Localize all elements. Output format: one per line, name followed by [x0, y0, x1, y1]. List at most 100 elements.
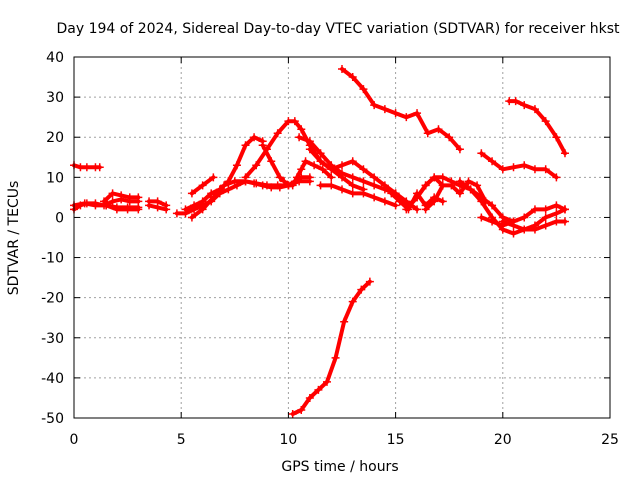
data-point: [95, 163, 104, 172]
data-point: [327, 173, 336, 182]
data-point: [402, 113, 411, 122]
data-point: [413, 109, 422, 118]
series-arc-17: [338, 65, 464, 154]
y-tick-label: -20: [41, 291, 64, 307]
data-point: [380, 105, 389, 114]
data-point: [220, 181, 229, 190]
data-point: [430, 173, 439, 182]
data-point: [520, 161, 529, 170]
data-point: [560, 149, 569, 158]
data-point: [387, 189, 396, 198]
data-point: [348, 297, 357, 306]
data-point: [430, 193, 439, 202]
data-point: [338, 161, 346, 170]
data-point: [391, 201, 400, 210]
data-point: [560, 217, 569, 226]
data-point: [455, 189, 464, 198]
data-point: [297, 165, 306, 174]
data-point: [125, 193, 134, 202]
data-point: [423, 129, 432, 138]
data-point: [250, 133, 259, 142]
data-point: [310, 161, 319, 170]
data-point: [288, 181, 297, 190]
data-point: [117, 191, 126, 200]
data-point: [305, 145, 314, 154]
series-layer: [70, 65, 569, 418]
data-point: [488, 157, 497, 166]
series-line: [340, 67, 462, 152]
data-point: [187, 189, 196, 198]
data-point: [520, 225, 529, 234]
data-point: [464, 177, 473, 186]
data-point: [305, 137, 314, 146]
data-point: [318, 165, 327, 174]
x-tick-label: 20: [494, 432, 512, 448]
data-point: [541, 165, 550, 174]
data-point: [511, 97, 520, 106]
data-point: [552, 133, 561, 142]
data-point: [509, 221, 518, 230]
data-point: [404, 205, 413, 214]
data-point: [80, 199, 89, 208]
data-point: [252, 161, 261, 170]
data-point: [530, 105, 539, 114]
data-point: [438, 173, 447, 182]
data-point: [134, 205, 143, 214]
data-point: [209, 193, 218, 202]
x-tick-label: 25: [601, 432, 619, 448]
data-point: [370, 181, 379, 190]
data-point: [370, 101, 379, 110]
data-point: [280, 177, 289, 186]
y-tick-label: 30: [46, 90, 64, 106]
y-tick-label: -10: [41, 251, 64, 267]
series-arc-07: [145, 201, 171, 214]
data-point: [477, 197, 486, 206]
data-point: [348, 173, 357, 182]
data-point: [102, 201, 111, 210]
data-point: [316, 149, 325, 158]
data-point: [108, 197, 117, 206]
x-axis-label: GPS time / hours: [281, 459, 398, 475]
data-point: [322, 377, 331, 386]
data-point: [252, 179, 261, 188]
series-arc-10: [187, 173, 218, 198]
data-point: [162, 205, 171, 214]
data-point: [541, 213, 550, 222]
data-point: [112, 205, 121, 214]
data-point: [365, 277, 374, 286]
data-point: [438, 181, 447, 190]
y-tick-label: 20: [46, 130, 64, 146]
data-point: [275, 173, 284, 182]
data-point: [473, 181, 482, 190]
data-point: [395, 197, 404, 206]
data-point: [331, 353, 340, 362]
data-point: [91, 201, 100, 210]
data-point: [447, 181, 456, 190]
data-point: [391, 109, 400, 118]
data-point: [541, 117, 550, 126]
series-arc-21: [387, 189, 447, 214]
data-point: [380, 197, 389, 206]
data-point: [209, 173, 218, 182]
data-point: [488, 201, 497, 210]
data-point: [108, 189, 117, 198]
data-point: [198, 181, 207, 190]
series-line: [104, 203, 141, 212]
tick-layer: 0 5 10 15 20 25 -50 -40 -30 -20 -10 0 10 20 30 40: [41, 50, 619, 448]
data-point: [198, 205, 207, 214]
data-point: [438, 197, 447, 206]
data-point: [82, 163, 91, 172]
data-point: [198, 197, 207, 206]
data-point: [520, 213, 529, 222]
data-point: [560, 205, 569, 214]
data-point: [230, 177, 239, 186]
data-point: [123, 205, 132, 214]
data-point: [498, 217, 507, 226]
data-point: [434, 125, 443, 134]
data-point: [541, 221, 550, 230]
series-arc-04: [100, 189, 143, 206]
data-point: [338, 185, 346, 194]
data-point: [338, 169, 346, 178]
data-point: [297, 125, 306, 134]
